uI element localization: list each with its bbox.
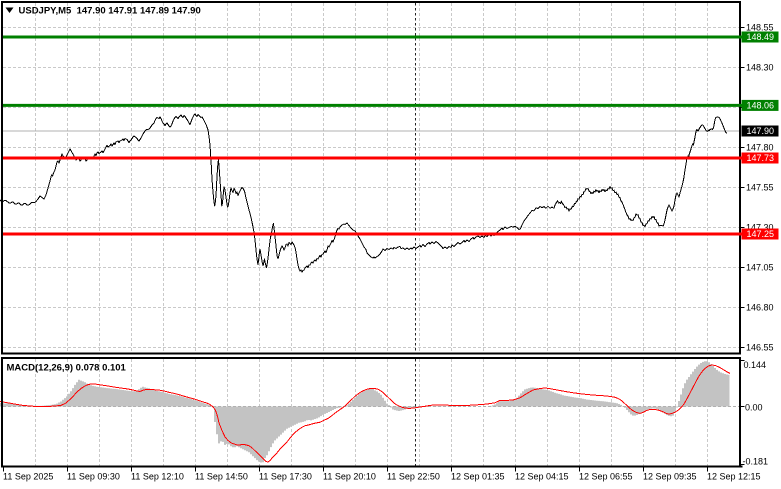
svg-text:147.25: 147.25 — [747, 229, 775, 239]
svg-text:147.90: 147.90 — [747, 126, 775, 136]
svg-text:148.55: 148.55 — [746, 22, 774, 32]
svg-text:148.49: 148.49 — [747, 32, 775, 42]
svg-text:-0.181: -0.181 — [743, 457, 769, 467]
svg-text:12 Sep 12:15: 12 Sep 12:15 — [707, 471, 761, 481]
svg-text:148.06: 148.06 — [747, 101, 775, 111]
svg-text:11 Sep 12:10: 11 Sep 12:10 — [131, 471, 184, 481]
svg-text:0.00: 0.00 — [745, 402, 763, 412]
svg-text:147.73: 147.73 — [747, 153, 775, 163]
svg-text:0.144: 0.144 — [744, 360, 767, 370]
svg-text:11 Sep 2025: 11 Sep 2025 — [3, 471, 53, 481]
svg-text:12 Sep 06:55: 12 Sep 06:55 — [579, 471, 633, 481]
svg-text:148.30: 148.30 — [746, 62, 774, 72]
svg-text:12 Sep 04:15: 12 Sep 04:15 — [515, 471, 569, 481]
svg-text:MACD(12,26,9) 0.078 0.101: MACD(12,26,9) 0.078 0.101 — [7, 363, 127, 374]
svg-text:147.80: 147.80 — [746, 142, 774, 152]
svg-text:147.30: 147.30 — [746, 222, 774, 232]
svg-text:147.05: 147.05 — [746, 262, 774, 272]
svg-text:11 Sep 09:30: 11 Sep 09:30 — [67, 471, 120, 481]
svg-text:11 Sep 14:50: 11 Sep 14:50 — [195, 471, 248, 481]
svg-text:146.55: 146.55 — [746, 342, 774, 352]
svg-text:12 Sep 09:35: 12 Sep 09:35 — [643, 471, 697, 481]
svg-text:147.55: 147.55 — [746, 182, 774, 192]
svg-text:11 Sep 17:30: 11 Sep 17:30 — [259, 471, 312, 481]
svg-text:USDJPY,M5 147.90 147.91 147.8: USDJPY,M5 147.90 147.91 147.89 147.90 — [19, 6, 201, 17]
svg-text:146.80: 146.80 — [746, 302, 774, 312]
svg-text:12 Sep 01:35: 12 Sep 01:35 — [451, 471, 505, 481]
svg-text:11 Sep 22:50: 11 Sep 22:50 — [387, 471, 440, 481]
svg-text:11 Sep 20:10: 11 Sep 20:10 — [323, 471, 376, 481]
